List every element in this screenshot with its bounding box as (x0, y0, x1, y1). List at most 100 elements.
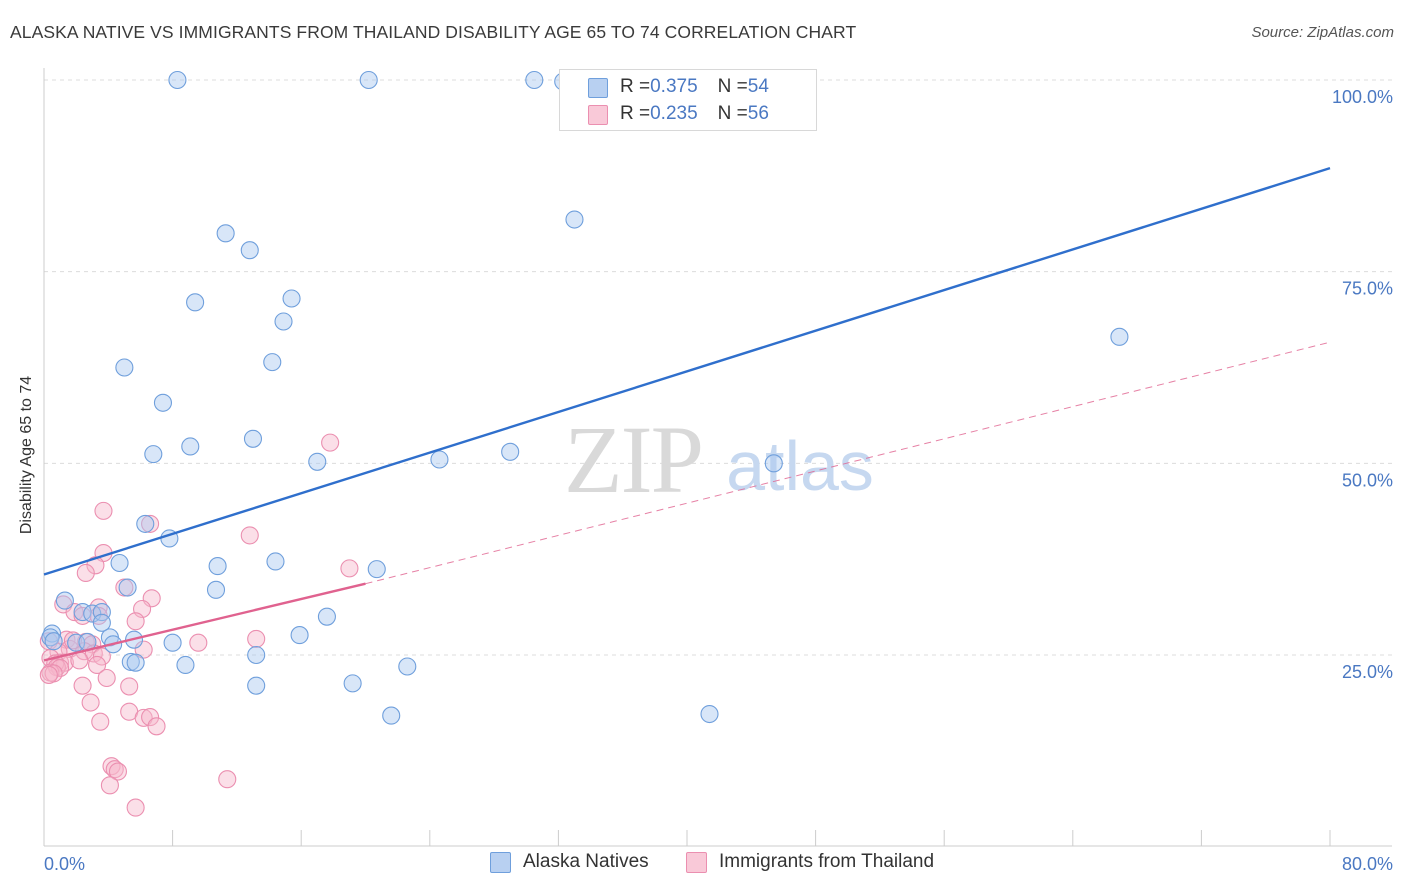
alaska-point (247, 645, 266, 665)
thailand-point (141, 514, 160, 533)
thailand-point (81, 693, 100, 712)
trend-lines (43, 167, 1331, 662)
legend-r-label-thailand: R = (620, 103, 651, 124)
alaska-point (700, 704, 719, 724)
legend-n-label-thailand: N = (717, 103, 748, 124)
thailand-point (126, 612, 145, 631)
legend-n-label-alaska: N = (717, 76, 748, 97)
alaska-point (243, 429, 263, 448)
thailand-point (189, 633, 208, 652)
alaska-point (83, 604, 102, 623)
alaska-point (290, 626, 309, 645)
legend-swatch-alaska (588, 78, 608, 98)
grid-lines (44, 79, 1392, 656)
alaska-point (430, 450, 449, 469)
alaska-point (92, 603, 111, 622)
legend-r-value-alaska: 0.375 (650, 76, 698, 97)
legend-row-thailand: R = 0.235 N = 56 (620, 101, 769, 127)
alaska-point (263, 353, 282, 372)
thailand-point (321, 433, 340, 452)
alaska-point (382, 706, 401, 725)
alaska-point (247, 676, 266, 695)
alaska-point (501, 442, 520, 461)
alaska-point (206, 580, 226, 599)
thailand-point (73, 676, 92, 695)
alaska-point (126, 653, 145, 672)
thailand-point (86, 556, 105, 575)
alaska-point (110, 553, 129, 573)
alaska-point (764, 454, 783, 473)
thailand-point (134, 708, 153, 727)
alaska-point (136, 514, 155, 533)
watermark-zip: ZIP (564, 406, 702, 513)
alaska-point (144, 445, 163, 464)
legend-item-alaska: Alaska Natives (490, 851, 649, 873)
legend-bottom-label-alaska: Alaska Natives (523, 851, 649, 872)
y-tick-label: 100.0% (1332, 87, 1393, 107)
x-tick-label-min: 0.0% (44, 854, 85, 874)
thailand-point (92, 647, 111, 666)
trend-line-thailand (43, 582, 366, 662)
alaska-point (208, 557, 227, 576)
thailand-point (100, 776, 119, 795)
alaska-point (266, 552, 285, 571)
thailand-point (218, 770, 237, 789)
legend-bottom-label-thailand: Immigrants from Thailand (719, 851, 935, 872)
tick-labels: 25.0% 50.0% 75.0% 100.0% 0.0% 80.0% (44, 87, 1393, 874)
alaska-point (240, 241, 259, 260)
thailand-point (134, 640, 153, 659)
thailand-point (76, 563, 95, 583)
alaska-point (92, 613, 111, 632)
legend-r-label-alaska: R = (620, 76, 651, 97)
alaska-point (308, 452, 327, 471)
legend-stats: R = 0.375 N = 54 R = 0.235 N = 56 (559, 69, 817, 131)
alaska-point (55, 591, 74, 610)
y-tick-label: 50.0% (1342, 470, 1393, 490)
legend-bottom-swatch-alaska (490, 851, 511, 873)
legend-series: Alaska Natives Immigrants from Thailand (0, 851, 1406, 879)
thailand-point (108, 762, 127, 781)
thailand-point (147, 717, 166, 736)
alaska-point (115, 358, 134, 377)
alaska-point (274, 312, 293, 331)
thailand-point (63, 631, 82, 650)
alaska-point (343, 674, 362, 693)
y-tick-label: 75.0% (1342, 279, 1393, 299)
alaska-point (282, 289, 301, 308)
alaska-point (525, 70, 544, 90)
thailand-point (87, 655, 107, 675)
x-tick-label-max: 80.0% (1342, 854, 1393, 874)
alaska-point (1110, 327, 1129, 346)
alaska-point (317, 607, 336, 626)
alaska-point (176, 655, 195, 675)
alaska-point (181, 437, 200, 456)
alaska-point (73, 603, 92, 622)
alaska-point (398, 657, 417, 676)
watermark: ZIP atlas (564, 406, 874, 513)
alaska-point (121, 652, 140, 671)
alaska-point (367, 560, 386, 579)
legend-swatch-thailand (588, 105, 608, 125)
thailand-point (97, 668, 116, 688)
thailand-point (91, 712, 110, 731)
thailand-point (340, 559, 359, 578)
alaska-point (168, 70, 187, 90)
legend-r-value-thailand: 0.235 (650, 103, 698, 124)
legend-row-alaska: R = 0.375 N = 54 (620, 74, 769, 100)
legend-bottom-swatch-thailand (686, 851, 707, 873)
alaska-point (163, 633, 182, 652)
series-thailand-points (39, 433, 359, 817)
alaska-point (118, 578, 137, 597)
legend-item-thailand: Immigrants from Thailand (686, 851, 934, 873)
alaska-point (186, 293, 205, 312)
legend-n-value-thailand: 56 (747, 103, 769, 124)
thailand-point (247, 629, 266, 648)
thailand-point (94, 501, 113, 520)
y-tick-label: 25.0% (1342, 662, 1393, 682)
legend-n-value-alaska: 54 (747, 76, 769, 97)
alaska-point (359, 70, 378, 90)
thailand-point (39, 665, 58, 684)
alaska-point (565, 210, 584, 229)
alaska-point (216, 224, 235, 243)
